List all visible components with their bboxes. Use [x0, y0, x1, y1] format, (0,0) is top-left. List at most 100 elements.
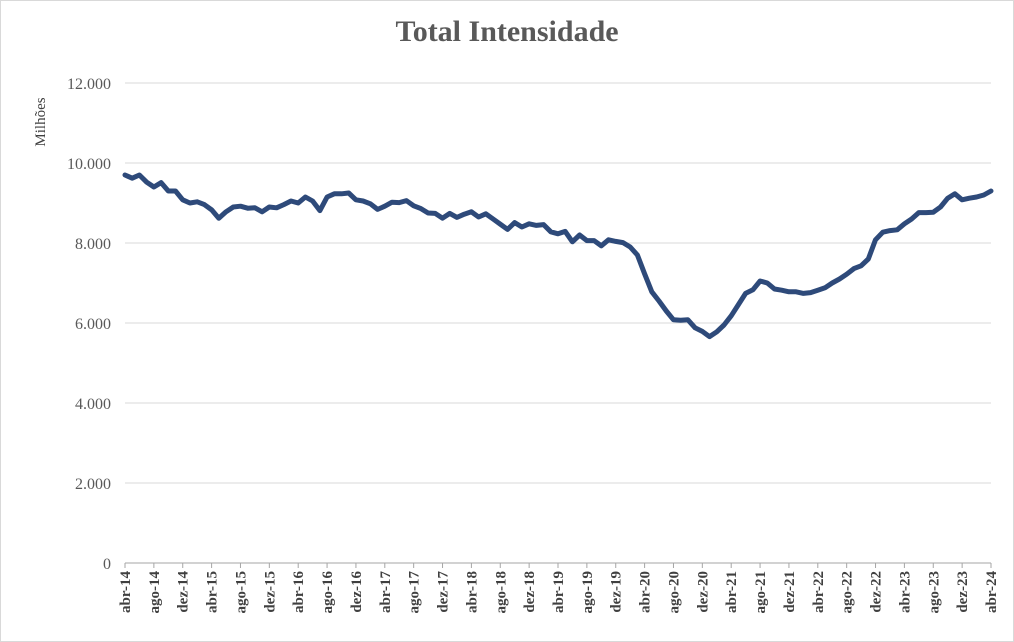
- data-point: [181, 199, 184, 201]
- data-point: [528, 223, 530, 225]
- data-point: [910, 218, 913, 220]
- data-point: [246, 207, 249, 209]
- data-point: [737, 303, 740, 306]
- data-point: [145, 181, 148, 183]
- x-tick-label: abr-15: [205, 571, 221, 613]
- data-point: [333, 193, 336, 195]
- x-tick-label: abr-21: [724, 571, 740, 613]
- data-point: [326, 196, 328, 198]
- data-point: [131, 177, 133, 179]
- data-point: [535, 224, 538, 227]
- x-tick-label: abr-19: [551, 571, 567, 613]
- data-point: [961, 199, 963, 201]
- series-line: [122, 172, 994, 340]
- data-point: [369, 203, 372, 205]
- data-point: [672, 319, 675, 321]
- data-point: [622, 241, 624, 244]
- data-point: [268, 206, 271, 208]
- data-point: [658, 300, 660, 302]
- data-point: [254, 207, 256, 209]
- data-point: [275, 207, 278, 209]
- data-point: [744, 292, 747, 295]
- data-point: [925, 211, 927, 214]
- x-tick-label: ago-23: [926, 571, 942, 614]
- data-point: [578, 234, 581, 236]
- x-tick-label: abr-20: [638, 571, 654, 613]
- data-point: [153, 186, 155, 188]
- x-axis-ticks: abr-14 ago-14 dez-14 abr-15 ago-15 dez-15 abr-…: [118, 563, 1000, 614]
- data-point: [687, 319, 689, 321]
- data-point: [477, 216, 480, 218]
- data-point: [463, 213, 466, 215]
- data-point: [882, 231, 884, 233]
- data-point: [391, 201, 393, 203]
- data-point: [138, 174, 141, 176]
- data-point: [376, 208, 379, 211]
- data-point: [542, 223, 545, 226]
- y-tick-label: 2.000: [75, 476, 111, 493]
- x-tick-label: ago-18: [493, 571, 509, 614]
- data-point: [903, 223, 906, 225]
- data-point: [708, 335, 711, 338]
- data-point: [679, 319, 682, 322]
- data-point: [470, 211, 473, 213]
- data-point: [607, 239, 610, 241]
- data-point: [398, 201, 401, 204]
- data-point: [759, 280, 761, 282]
- data-point: [319, 209, 321, 212]
- x-tick-label: dez-22: [869, 571, 885, 613]
- data-point: [499, 223, 502, 225]
- data-point: [932, 211, 935, 213]
- data-point: [701, 330, 704, 333]
- data-point: [795, 291, 797, 293]
- data-point: [304, 196, 307, 198]
- data-point: [571, 241, 574, 243]
- data-point: [290, 200, 292, 202]
- y-tick-label: 12.000: [67, 76, 111, 93]
- data-point: [954, 193, 956, 195]
- data-point: [716, 331, 718, 333]
- x-tick-label: ago-19: [580, 571, 596, 614]
- data-point: [636, 254, 639, 256]
- x-tick-label: abr-16: [291, 571, 307, 613]
- x-tick-label: abr-22: [811, 571, 827, 613]
- data-point: [506, 228, 509, 231]
- x-tick-label: abr-18: [464, 571, 480, 613]
- data-point: [665, 310, 668, 312]
- data-point: [311, 200, 314, 202]
- x-tick-label: abr-24: [984, 571, 1000, 613]
- x-tick-label: ago-15: [233, 571, 249, 614]
- data-point: [167, 190, 170, 192]
- data-point: [802, 292, 805, 295]
- data-point: [730, 315, 732, 317]
- data-point: [896, 229, 898, 231]
- data-point: [485, 213, 487, 215]
- data-point: [831, 282, 833, 284]
- data-point: [124, 174, 126, 176]
- data-point: [210, 209, 213, 211]
- x-tick-label: dez-19: [609, 571, 625, 613]
- data-point: [239, 205, 242, 207]
- x-tick-label: abr-23: [897, 571, 913, 613]
- x-tick-label: ago-21: [753, 571, 769, 614]
- data-point: [261, 211, 263, 213]
- x-tick-label: ago-22: [840, 571, 856, 614]
- data-point: [983, 194, 985, 196]
- data-point: [809, 291, 812, 294]
- data-point: [723, 324, 725, 326]
- data-point: [174, 190, 177, 192]
- data-point: [780, 289, 783, 292]
- data-point: [218, 217, 220, 219]
- data-point: [867, 258, 870, 260]
- x-tick-label: dez-20: [695, 571, 711, 613]
- data-point: [788, 291, 790, 293]
- gridlines: [125, 82, 991, 564]
- data-point: [283, 203, 285, 206]
- data-point: [824, 287, 826, 289]
- data-point: [593, 239, 595, 242]
- data-point: [441, 217, 444, 219]
- data-point: [550, 231, 552, 233]
- data-point: [838, 278, 841, 280]
- data-point: [643, 273, 646, 275]
